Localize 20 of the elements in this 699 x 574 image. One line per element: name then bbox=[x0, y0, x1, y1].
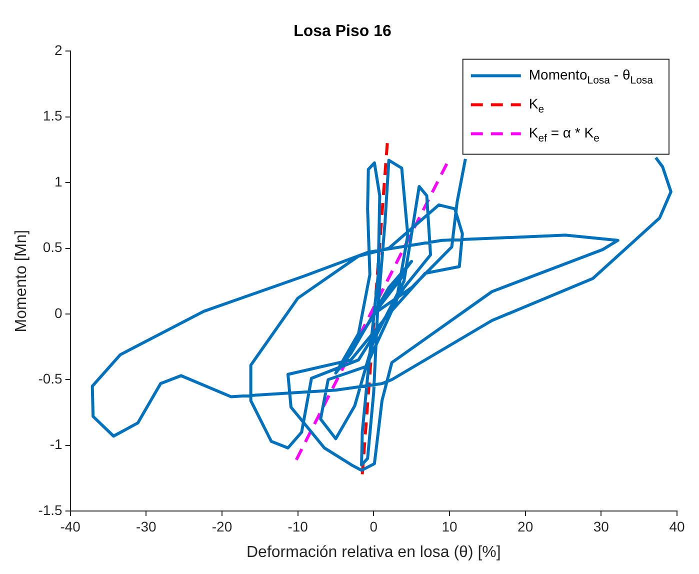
y-tick-label: -1 bbox=[50, 436, 63, 452]
y-tick-label: -1.5 bbox=[38, 502, 63, 518]
y-tick-label: 0 bbox=[54, 304, 63, 321]
chart-title: Losa Piso 16 bbox=[294, 23, 392, 40]
x-tick-label: -40 bbox=[60, 518, 81, 534]
y-tick-label: -0.5 bbox=[38, 370, 63, 386]
y-tick-label: 0.5 bbox=[42, 239, 63, 256]
x-tick-label: -20 bbox=[212, 518, 232, 534]
y-axis-title: Momento [Mn] bbox=[13, 230, 30, 332]
x-tick-label: 0 bbox=[370, 518, 378, 534]
x-tick-label: -30 bbox=[136, 518, 156, 534]
y-tick-label: 1.5 bbox=[42, 108, 63, 124]
y-tick-label: 2 bbox=[54, 42, 63, 58]
x-tick-label: 10 bbox=[442, 518, 458, 534]
x-tick-label: -10 bbox=[288, 518, 308, 534]
x-tick-label: 30 bbox=[593, 518, 610, 534]
x-axis-title: Deformación relativa en losa (θ) [%] bbox=[246, 544, 501, 561]
y-tick-label: 1 bbox=[54, 173, 63, 190]
x-tick-label: 40 bbox=[669, 518, 685, 534]
x-tick-label: 20 bbox=[518, 518, 534, 534]
